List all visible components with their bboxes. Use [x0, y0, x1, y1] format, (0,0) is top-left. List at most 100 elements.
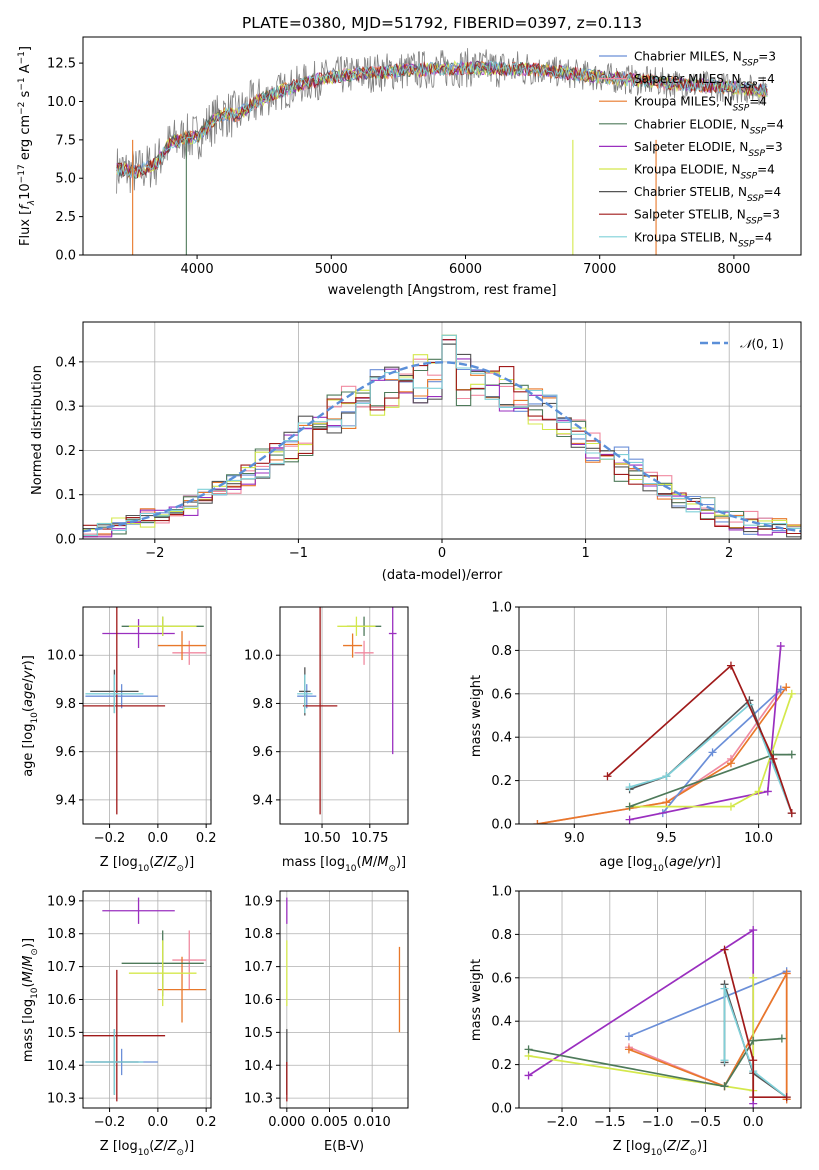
legend-label: Salpeter MILES, NSSP=4 [634, 72, 775, 91]
label-part: ⊙ [176, 1148, 184, 1158]
y-tick-label: 0.8 [491, 928, 512, 943]
label-part: (0, 1) [752, 337, 784, 351]
label-part: Chabrier STELIB, N [634, 185, 747, 199]
label-part: )] [184, 1139, 194, 1154]
label-part: Salpeter ELODIE, N [634, 140, 748, 154]
weight-marker [726, 759, 735, 768]
label-part: age [21, 683, 36, 707]
axes-frame [82, 36, 802, 256]
weight-marker [769, 754, 778, 763]
axes-frame [518, 606, 802, 825]
label-part: / [676, 1139, 681, 1154]
label-part: =4 [749, 95, 767, 109]
y-axis-label: mass [log10(M/M⊙)] [21, 938, 40, 1062]
weight-marker [624, 1045, 633, 1054]
label-part: =4 [757, 163, 775, 177]
plot-area [533, 642, 796, 824]
y-tick-label: 10.4 [47, 1059, 76, 1074]
x-axis-label: Z [log10(Z/Z⊙)] [100, 855, 194, 874]
x-tick-label: 0.2 [196, 1115, 217, 1130]
y-tick-label: 9.8 [252, 697, 273, 712]
label-part: log [118, 1139, 138, 1154]
label-part: SSP [750, 126, 767, 136]
label-part: =3 [765, 140, 783, 154]
label-part: Z [153, 855, 164, 870]
x-tick-label: 9.0 [564, 831, 585, 846]
label-part: / [373, 855, 378, 870]
figure-title: PLATE=0380, MJD=51792, FIBERID=0397, z=0… [242, 14, 642, 32]
y-tick-label: 9.4 [252, 793, 273, 808]
y-tick-label: 1.0 [491, 885, 512, 900]
label-part: 10 [345, 864, 357, 874]
label-part: / [163, 1139, 168, 1154]
y-tick-label: 9.8 [55, 697, 76, 712]
weight-line [629, 703, 793, 814]
label-part: 10 [30, 712, 40, 724]
grid [280, 891, 408, 1108]
label-part: log [118, 855, 138, 870]
label-part: 10 [18, 183, 33, 200]
label-part: =4 [754, 230, 772, 244]
label-part: λ [27, 200, 37, 206]
panel-weights_vs_Z: −2.0 −1.5 −1.0 −0.5 0.0 0.0 0.2 0.4 0.6 0.8 1.0 Z [… [469, 885, 802, 1158]
label-part: 10 [138, 1148, 150, 1158]
label-part: Z [ [100, 1139, 118, 1154]
label-part: SSP [741, 81, 758, 91]
panel-age_vs_Z: −0.2 0.0 0.29.49.69.810.0Z [log10(Z/Z⊙)]ag… [21, 606, 217, 874]
weight-marker [720, 1056, 729, 1065]
x-tick-label: 0.0 [148, 1115, 169, 1130]
label-part: ( [149, 855, 154, 870]
x-tick-label: 1 [581, 546, 589, 561]
weight-marker [776, 642, 785, 651]
label-part: log [633, 855, 653, 870]
y-tick-label: 10.0 [244, 649, 273, 664]
y-tick-label: 10.0 [47, 649, 76, 664]
label-part: ( [21, 707, 36, 712]
label-part: age [ [21, 743, 36, 776]
y-tick-label: 10.9 [244, 894, 273, 909]
y-tick-label: 10.8 [47, 927, 76, 942]
label-part: log [21, 724, 36, 744]
weight-marker [749, 1036, 758, 1045]
label-part: Z [ [100, 855, 118, 870]
label-part: 𝒩 [740, 337, 755, 351]
label-part: ] [18, 46, 33, 51]
legend-label: Kroupa STELIB, NSSP=4 [634, 230, 772, 249]
y-axis-label: Flux [fλ10−17 erg cm−2 s−1 A−1] [17, 46, 37, 246]
label-part: Z [ [613, 1139, 631, 1154]
label-part: M [362, 855, 373, 870]
plot-area [83, 897, 207, 1102]
label-part: SSP [738, 239, 755, 249]
label-part: Flux [ [18, 210, 33, 246]
x-tick-label: 0.005 [311, 1115, 348, 1130]
label-part: )] [184, 855, 194, 870]
x-axis-label: E(B-V) [324, 1139, 364, 1154]
label-part: ( [357, 855, 362, 870]
x-tick-label: 0.0 [148, 831, 169, 846]
label-part: ⊙ [689, 1148, 697, 1158]
x-axis-label: wavelength [Angstrom, rest frame] [328, 283, 557, 298]
weight-marker [787, 689, 796, 698]
normal-curve [83, 361, 801, 533]
label-part: / [693, 855, 698, 870]
y-axis-label: mass weight [469, 959, 484, 1041]
y-tick-label: 0.4 [491, 1015, 512, 1030]
label-part: −17 [17, 164, 27, 183]
plot-area [83, 607, 207, 815]
label-part: ( [664, 855, 669, 870]
x-tick-label: −0.5 [690, 1115, 722, 1130]
weight-marker [787, 750, 796, 759]
x-tick-label: −2.0 [546, 1115, 578, 1130]
weight-marker [726, 802, 735, 811]
y-tick-label: 0.1 [55, 488, 76, 503]
x-tick-label: 0 [438, 546, 446, 561]
weight-marker [726, 661, 735, 670]
weight-line [723, 949, 787, 1099]
x-tick-label: 0.000 [268, 1115, 305, 1130]
y-tick-label: 10.6 [47, 993, 76, 1008]
weight-line [606, 664, 793, 814]
x-tick-label: −0.2 [94, 1115, 126, 1130]
x-tick-label: 10.0 [744, 831, 773, 846]
x-tick-label: −0.2 [94, 831, 126, 846]
